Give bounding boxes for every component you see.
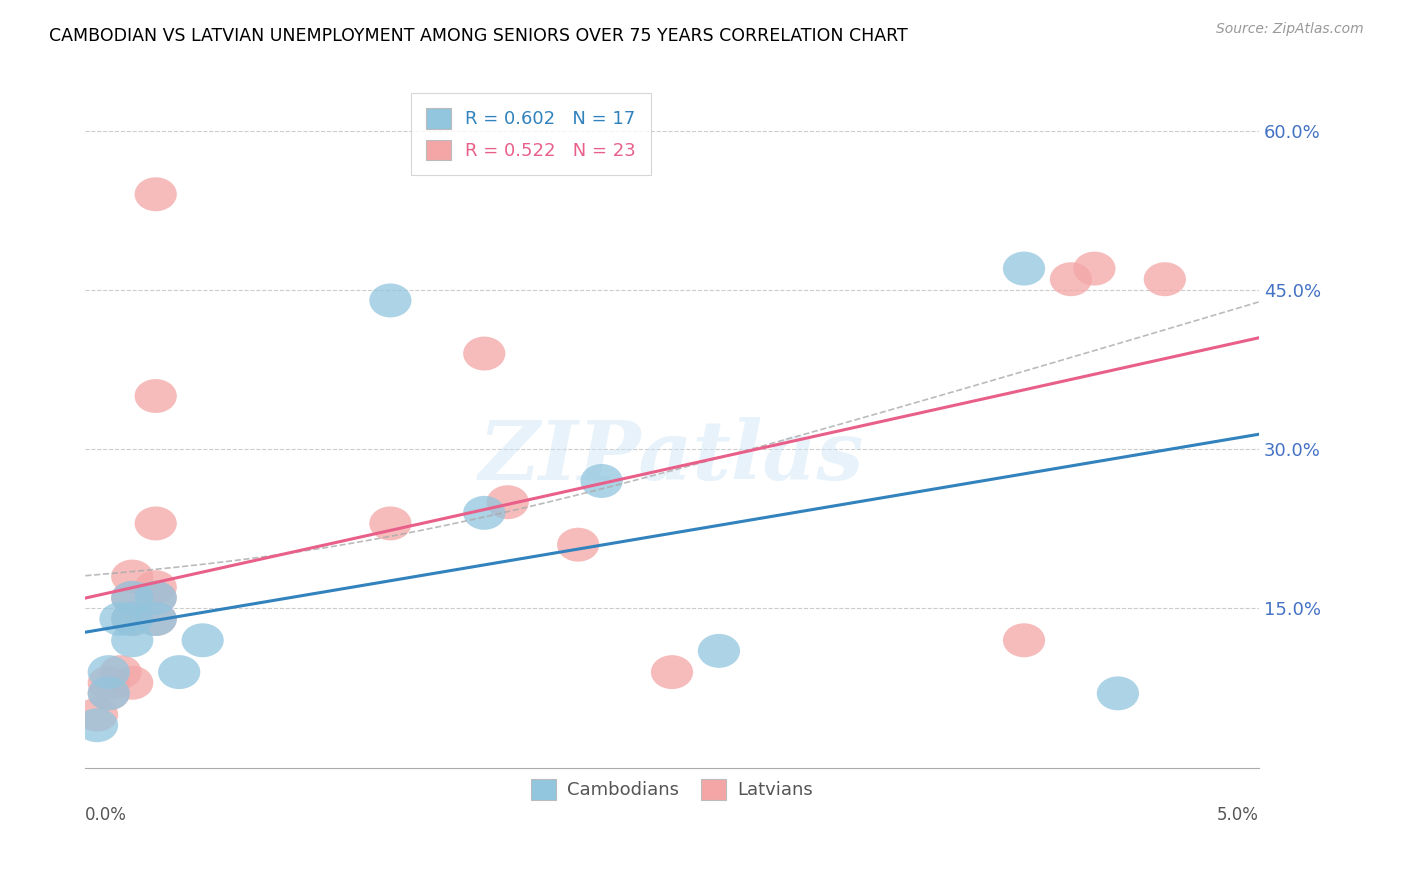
Ellipse shape: [697, 634, 740, 668]
Ellipse shape: [557, 528, 599, 562]
Ellipse shape: [76, 698, 118, 731]
Ellipse shape: [157, 655, 200, 690]
Ellipse shape: [111, 581, 153, 615]
Ellipse shape: [1002, 624, 1045, 657]
Ellipse shape: [486, 485, 529, 519]
Ellipse shape: [100, 655, 142, 690]
Ellipse shape: [135, 507, 177, 541]
Ellipse shape: [1050, 262, 1092, 296]
Ellipse shape: [87, 665, 129, 699]
Ellipse shape: [111, 624, 153, 657]
Ellipse shape: [87, 676, 129, 710]
Ellipse shape: [1073, 252, 1115, 285]
Ellipse shape: [111, 559, 153, 593]
Ellipse shape: [135, 581, 177, 615]
Ellipse shape: [135, 178, 177, 211]
Ellipse shape: [135, 602, 177, 636]
Ellipse shape: [1143, 262, 1187, 296]
Text: 0.0%: 0.0%: [86, 805, 127, 823]
Text: 5.0%: 5.0%: [1216, 805, 1258, 823]
Ellipse shape: [651, 655, 693, 690]
Ellipse shape: [1002, 252, 1045, 285]
Ellipse shape: [370, 507, 412, 541]
Text: CAMBODIAN VS LATVIAN UNEMPLOYMENT AMONG SENIORS OVER 75 YEARS CORRELATION CHART: CAMBODIAN VS LATVIAN UNEMPLOYMENT AMONG …: [49, 27, 908, 45]
Ellipse shape: [76, 708, 118, 742]
Ellipse shape: [100, 602, 142, 636]
Ellipse shape: [581, 464, 623, 498]
Legend: Cambodians, Latvians: Cambodians, Latvians: [524, 772, 820, 807]
Ellipse shape: [1097, 676, 1139, 710]
Text: Source: ZipAtlas.com: Source: ZipAtlas.com: [1216, 22, 1364, 37]
Ellipse shape: [87, 676, 129, 710]
Text: ZIPatlas: ZIPatlas: [479, 417, 865, 497]
Ellipse shape: [463, 496, 505, 530]
Ellipse shape: [111, 665, 153, 699]
Ellipse shape: [111, 602, 153, 636]
Ellipse shape: [463, 336, 505, 370]
Ellipse shape: [135, 379, 177, 413]
Ellipse shape: [370, 284, 412, 318]
Ellipse shape: [181, 624, 224, 657]
Ellipse shape: [111, 581, 153, 615]
Ellipse shape: [135, 602, 177, 636]
Ellipse shape: [87, 655, 129, 690]
Ellipse shape: [135, 581, 177, 615]
Ellipse shape: [111, 602, 153, 636]
Ellipse shape: [135, 570, 177, 604]
